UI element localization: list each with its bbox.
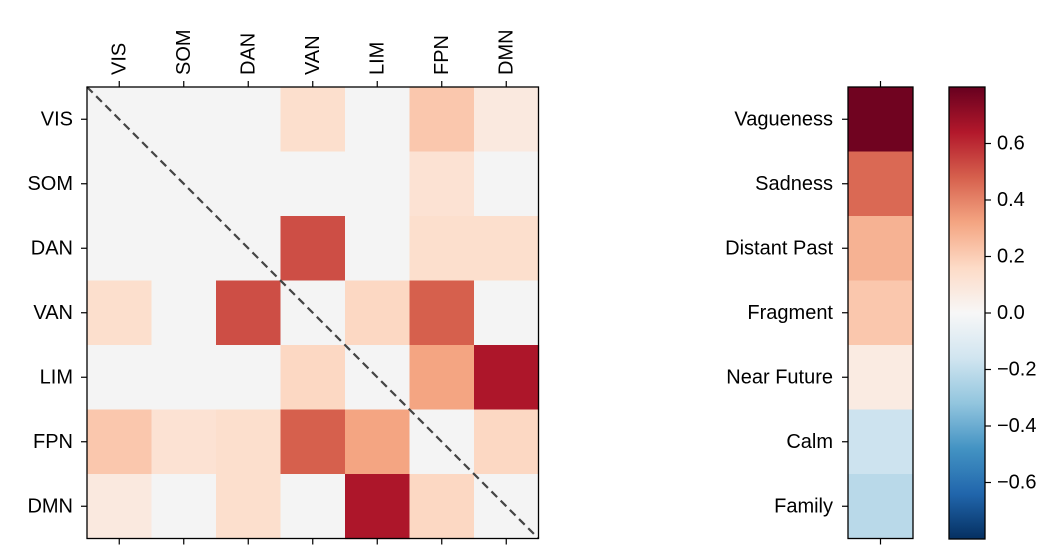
emotion-cell-vagueness — [848, 87, 913, 153]
emotion-cell-family — [848, 474, 913, 540]
emotion-label-near-future: Near Future — [726, 366, 833, 388]
emotion-label-vagueness: Vagueness — [734, 108, 833, 130]
matrix-cell-som-fpn — [409, 151, 475, 217]
matrix-cell-som-dmn — [474, 151, 540, 217]
matrix-cell-vis-dmn — [474, 87, 540, 153]
matrix-cell-lim-van — [280, 345, 346, 411]
emotion-label-distant-past: Distant Past — [725, 237, 833, 259]
emotion-column-ticks: Vagueness Sadness Distant Past Fragment Near… — [725, 81, 882, 545]
matrix-cell-dan-van — [280, 216, 346, 282]
matrix-cell-fpn-dmn — [474, 409, 540, 475]
matrix-cell-van-dan — [216, 280, 282, 346]
matrix-cell-fpn-dan — [216, 409, 282, 475]
emotion-cell-calm — [848, 409, 913, 475]
diagonal-dashed-line — [86, 86, 540, 540]
matrix-cell-van-vis — [87, 280, 153, 346]
network-matrix-ticks: VIS VIS SOM SOM DAN DAN VAN VAN LIM LIM FPN FPN DMN D… — [27, 29, 517, 545]
colorbar-tick-label: −0.2 — [997, 359, 1036, 381]
top-tick-label-som: SOM — [173, 29, 195, 75]
emotion-cell-near-future — [848, 345, 913, 411]
top-tick-label-vis: VIS — [108, 43, 130, 75]
emotion-cell-distant-past — [848, 216, 913, 282]
emotion-label-fragment: Fragment — [747, 302, 833, 324]
matrix-cell-vis-fpn — [409, 87, 475, 153]
matrix-cell-dmn-som — [151, 474, 217, 540]
matrix-cell-vis-lim — [345, 87, 411, 153]
colorbar-tick-label: 0.2 — [997, 246, 1025, 268]
emotion-label-family: Family — [774, 495, 833, 517]
matrix-cell-lim-dmn — [474, 345, 540, 411]
matrix-cell-dmn-van — [280, 474, 346, 540]
matrix-cell-fpn-lim — [345, 409, 411, 475]
colorbar-tick-label: 0.4 — [997, 189, 1025, 211]
matrix-cell-dan-som — [151, 216, 217, 282]
matrix-cell-dmn-dan — [216, 474, 282, 540]
matrix-cell-vis-van — [280, 87, 346, 153]
top-tick-label-fpn: FPN — [431, 35, 453, 75]
colorbar-tick-label: −0.6 — [997, 472, 1036, 494]
left-tick-label-lim: LIM — [40, 366, 73, 388]
left-tick-label-dan: DAN — [31, 237, 73, 259]
left-tick-label-van: VAN — [33, 302, 73, 324]
left-tick-label-vis: VIS — [41, 108, 73, 130]
emotion-label-sadness: Sadness — [755, 173, 833, 195]
matrix-cell-som-vis — [87, 151, 153, 217]
emotion-cell-fragment — [848, 280, 913, 346]
matrix-cell-van-fpn — [409, 280, 475, 346]
matrix-cell-som-van — [280, 151, 346, 217]
matrix-cell-fpn-van — [280, 409, 346, 475]
matrix-cell-lim-dan — [216, 345, 282, 411]
matrix-cell-som-lim — [345, 151, 411, 217]
emotion-label-calm: Calm — [786, 431, 833, 453]
matrix-cell-vis-dan — [216, 87, 282, 153]
matrix-cell-van-som — [151, 280, 217, 346]
matrix-cell-lim-vis — [87, 345, 153, 411]
top-tick-label-lim: LIM — [366, 42, 388, 75]
matrix-cell-van-dmn — [474, 280, 540, 346]
matrix-cell-dan-fpn — [409, 216, 475, 282]
left-tick-label-fpn: FPN — [33, 431, 73, 453]
left-tick-label-dmn: DMN — [27, 495, 73, 517]
matrix-cell-fpn-vis — [87, 409, 153, 475]
colorbar-tick-label: 0.6 — [997, 133, 1025, 155]
top-tick-label-dan: DAN — [237, 33, 259, 75]
emotion-cell-sadness — [848, 151, 913, 217]
left-tick-label-som: SOM — [27, 173, 73, 195]
matrix-cell-dmn-lim — [345, 474, 411, 540]
top-tick-label-dmn: DMN — [495, 29, 517, 75]
colorbar-tick-label: 0.0 — [997, 302, 1025, 324]
matrix-cell-lim-som — [151, 345, 217, 411]
matrix-cell-fpn-som — [151, 409, 217, 475]
matrix-cell-lim-fpn — [409, 345, 475, 411]
colorbar-tick-label: −0.4 — [997, 415, 1036, 437]
network-matrix-cells — [87, 87, 540, 540]
emotion-column-cells — [848, 87, 913, 540]
matrix-cell-dmn-fpn — [409, 474, 475, 540]
matrix-cell-dan-dmn — [474, 216, 540, 282]
colorbar-gradient — [949, 87, 985, 539]
matrix-cell-dan-lim — [345, 216, 411, 282]
colorbar-ticks: 0.6 0.4 0.2 0.0 −0.2 −0.4 −0.6 — [985, 133, 1036, 494]
matrix-cell-som-dan — [216, 151, 282, 217]
matrix-cell-van-lim — [345, 280, 411, 346]
matrix-cell-dmn-vis — [87, 474, 153, 540]
top-tick-label-van: VAN — [302, 35, 324, 75]
matrix-cell-vis-som — [151, 87, 217, 153]
matrix-cell-dan-vis — [87, 216, 153, 282]
